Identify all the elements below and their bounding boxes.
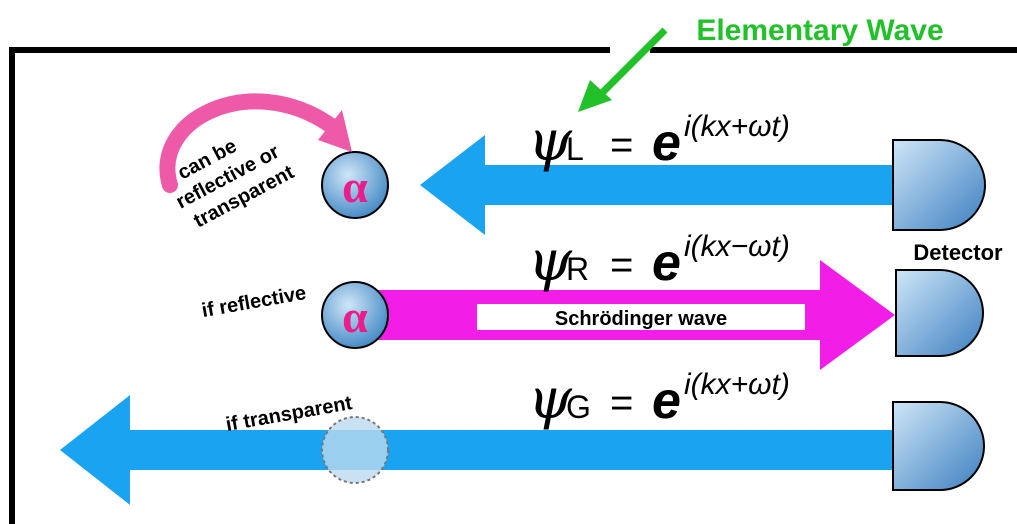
alpha: α (342, 291, 368, 342)
detector (893, 140, 985, 230)
subscript: G (566, 389, 591, 425)
alpha: α (342, 161, 368, 212)
pointer-arrow (600, 30, 665, 95)
detector (893, 402, 984, 490)
exponent: i(kx−ωt) (684, 230, 790, 263)
arrow-through (60, 395, 900, 505)
title: Elementary Wave (696, 14, 943, 47)
equals: = (610, 381, 633, 425)
exponent: i(kx+ωt) (684, 368, 790, 401)
subscript: R (566, 251, 589, 287)
equals: = (610, 123, 633, 167)
detector (896, 270, 983, 356)
if-reflective: if reflective (200, 282, 308, 322)
exponent: i(kx+ωt) (684, 110, 790, 143)
subscript: L (566, 131, 584, 167)
detector-label: Detector (913, 240, 1003, 265)
equals: = (610, 243, 633, 287)
diagram: Elementary Wave Schrödinger wave Detecto… (0, 0, 1017, 524)
base: e (652, 372, 681, 430)
ghost-scatterer (322, 417, 388, 483)
base: e (652, 114, 681, 172)
wave-label: Schrödinger wave (555, 308, 727, 330)
base: e (652, 234, 681, 292)
